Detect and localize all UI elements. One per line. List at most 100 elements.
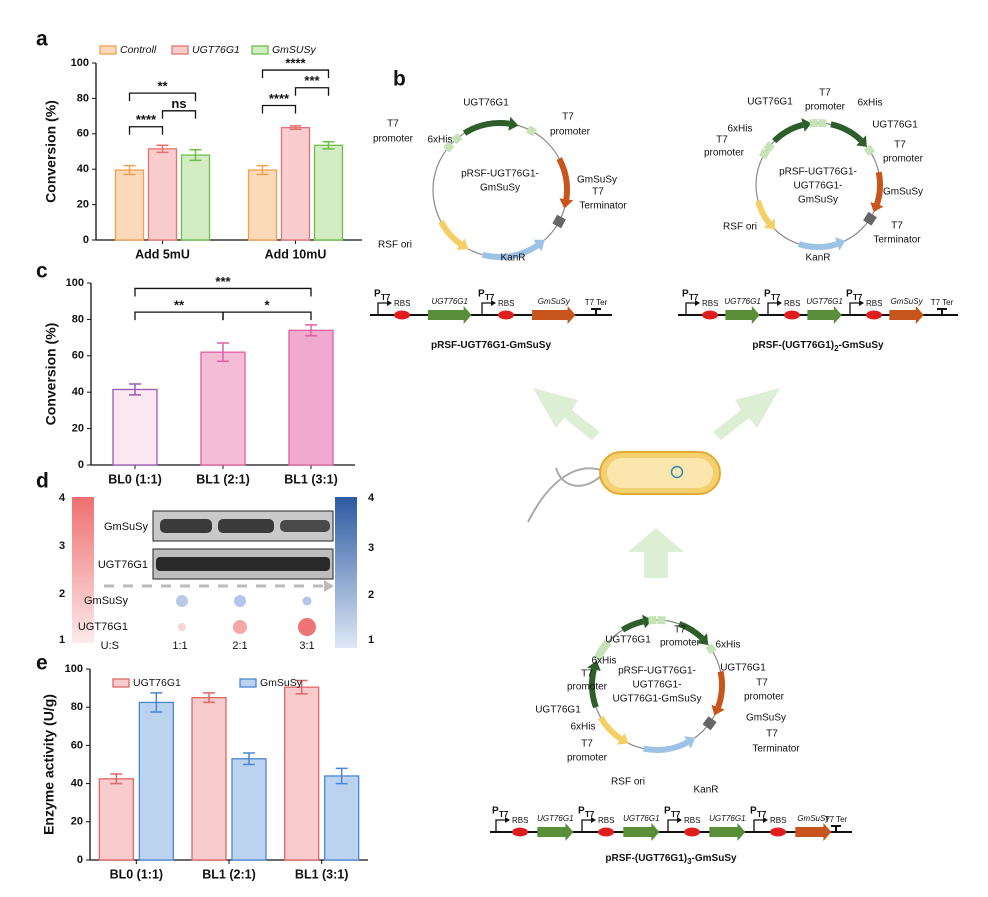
legend-swatch <box>112 678 130 688</box>
x-tick-label: BL0 (1:1) <box>108 472 161 486</box>
big-arrow <box>533 388 600 440</box>
terminator-box <box>863 211 877 226</box>
gene-arrow <box>889 306 924 324</box>
rbs-label: RBS <box>684 816 700 825</box>
ratio-label: 3:1 <box>299 640 314 652</box>
gene-label: UGT76G1 <box>623 814 659 823</box>
panel-label: a <box>36 28 48 51</box>
gene-arrow <box>537 823 574 841</box>
promoter-arrow <box>849 302 859 315</box>
sig-label: * <box>264 298 270 313</box>
element-box <box>597 643 609 655</box>
bar <box>191 697 227 861</box>
plasmid-label: promoter <box>883 154 924 165</box>
gene-arc <box>481 243 540 260</box>
promoter-arrow <box>753 819 763 832</box>
gene-arrow <box>795 823 832 841</box>
error-bar <box>256 164 269 176</box>
row-label: U:S <box>101 640 119 652</box>
gene-arrow <box>725 306 760 324</box>
plasmid-label: 6xHis <box>857 98 882 109</box>
legend-label: GmSUSy <box>272 44 317 56</box>
flagellum <box>527 467 602 523</box>
gene-arc <box>589 668 599 709</box>
y-tick-label: 60 <box>72 350 84 362</box>
scale-label: 3 <box>368 542 374 554</box>
gene-arc <box>755 200 772 226</box>
sig-label: ** <box>157 79 168 94</box>
legend-swatch <box>239 678 257 688</box>
gene-arc <box>797 241 839 250</box>
element-box <box>809 118 818 128</box>
plasmid-label: 6xHis <box>715 640 740 651</box>
element-box <box>863 144 875 156</box>
sig-bracket <box>261 69 330 79</box>
promoter-sub: T7 <box>585 810 595 819</box>
x-tick-label: BL1 (2:1) <box>196 472 249 486</box>
rbs <box>866 310 882 320</box>
gene-arrow-head <box>711 704 725 716</box>
bar <box>200 351 246 466</box>
y-tick-label: 0 <box>78 459 84 471</box>
blot-band <box>160 519 212 533</box>
element-box <box>648 615 657 625</box>
terminator <box>831 825 841 832</box>
promoter-arrow <box>377 302 387 315</box>
y-tick-label: 100 <box>66 277 84 289</box>
y-axis-label: Enzyme activity (U/g) <box>41 694 57 835</box>
x-tick-label: BL1 (2:1) <box>202 867 255 881</box>
sig-label: **** <box>136 112 157 127</box>
bar <box>98 778 134 861</box>
error-bar <box>123 164 136 176</box>
y-tick-label: 40 <box>72 386 84 398</box>
gene-arc <box>438 219 463 247</box>
y-tick-label: 80 <box>72 313 84 325</box>
y-tick-label: 80 <box>71 701 83 713</box>
gene-arrow <box>427 306 472 324</box>
y-tick-label: 0 <box>83 234 89 246</box>
gene-arrow <box>709 823 746 841</box>
scale-label: 3 <box>59 540 65 552</box>
bar <box>313 144 344 241</box>
promoter-head <box>695 300 700 306</box>
plasmid-label: UGT76G1 <box>720 663 766 674</box>
rbs-label: RBS <box>866 299 882 308</box>
plasmid-label: RSF ori <box>611 777 645 788</box>
plasmid-label: 6xHis <box>591 656 616 667</box>
gene-arc <box>556 157 570 200</box>
promoter-label: P <box>846 289 853 300</box>
x-tick-label: Add 10mU <box>265 247 327 261</box>
sig-bracket <box>128 126 164 135</box>
flagellum <box>555 467 602 487</box>
scale-label: 1 <box>59 634 65 646</box>
dot <box>302 596 312 606</box>
element-box <box>657 615 666 625</box>
plasmid-label: promoter <box>660 638 701 649</box>
scale-label: 2 <box>368 589 374 601</box>
terminator-label: T7 Ter <box>825 815 848 824</box>
gene-arc <box>715 670 725 709</box>
error-bar <box>110 773 123 785</box>
panel-label: e <box>36 652 48 675</box>
plasmid-label: T7 <box>581 669 593 680</box>
plasmid-label: 6xHis <box>570 722 595 733</box>
promoter-head <box>491 300 496 306</box>
y-tick-label: 60 <box>71 739 83 751</box>
promoter-sub: T7 <box>485 293 495 302</box>
color-bar <box>335 497 357 648</box>
plasmid-label: T7 <box>674 625 686 636</box>
promoter-sub: T7 <box>381 293 391 302</box>
promoter-arrow <box>581 819 591 832</box>
plasmid-name: pRSF-UGT76G1- <box>461 169 539 180</box>
ratio-label: 2:1 <box>232 640 247 652</box>
gene-label: UGT76G1 <box>537 814 573 823</box>
plasmid-label: KanR <box>805 253 830 264</box>
sig-label: **** <box>285 56 306 71</box>
promoter-label: P <box>664 806 671 817</box>
element-box <box>758 148 770 160</box>
name-part: -GmSuSy <box>839 340 884 351</box>
blot-band <box>280 520 330 532</box>
dot <box>298 618 316 636</box>
gene-arrow-head <box>697 633 709 645</box>
